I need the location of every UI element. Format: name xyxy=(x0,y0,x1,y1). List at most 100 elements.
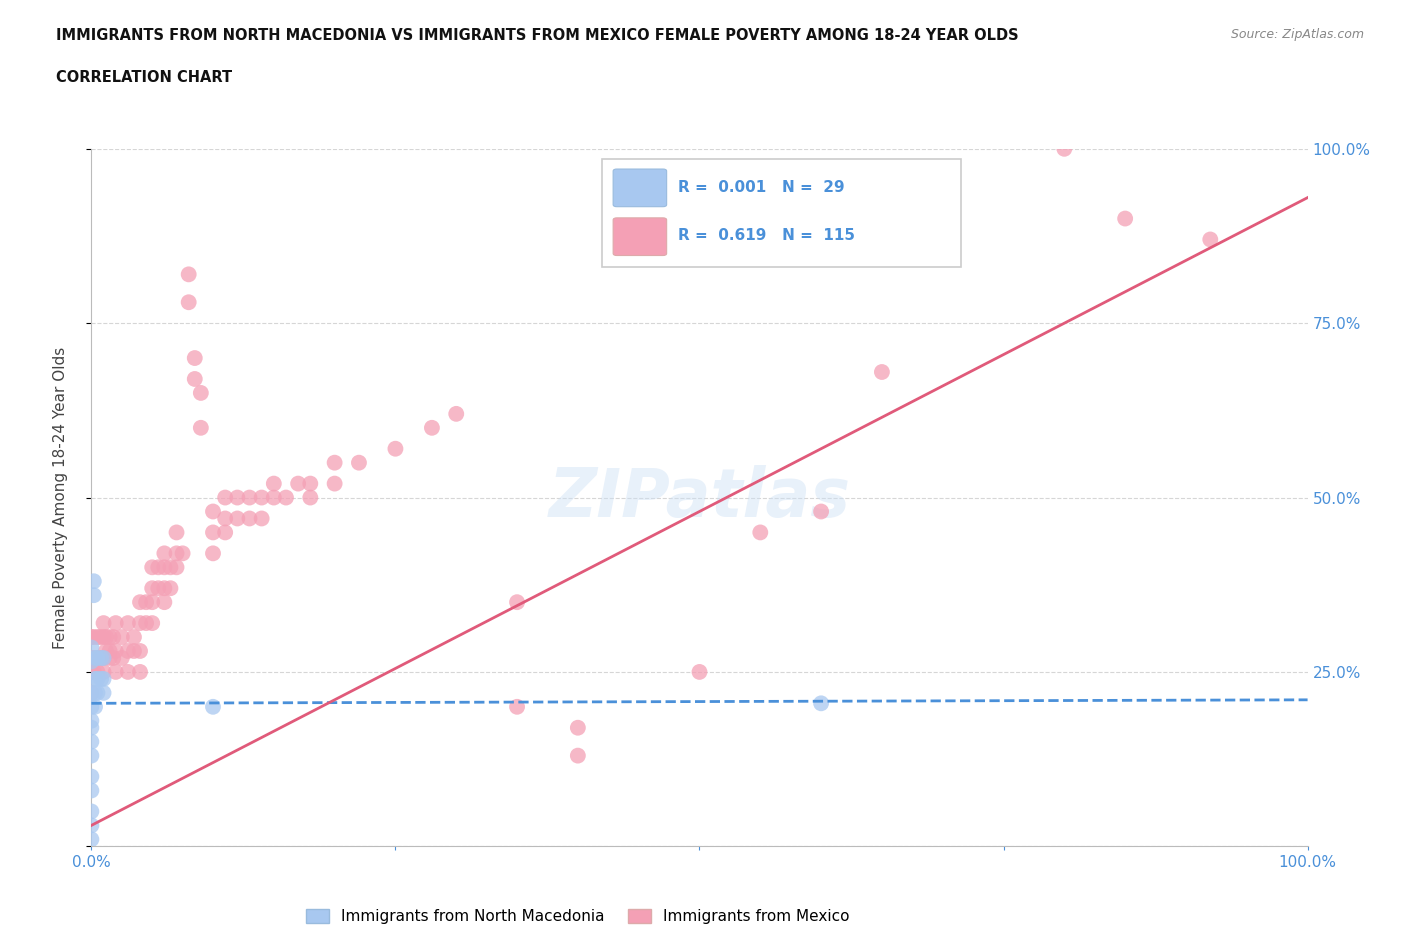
Point xyxy=(184,351,207,365)
Point xyxy=(80,748,103,763)
Point xyxy=(117,616,139,631)
Point xyxy=(86,630,108,644)
Point xyxy=(159,580,181,596)
Point xyxy=(153,560,176,575)
Point xyxy=(141,616,163,631)
Point xyxy=(148,560,170,575)
Point xyxy=(135,595,157,610)
Point xyxy=(104,616,127,631)
Point xyxy=(159,560,181,575)
Point xyxy=(190,386,212,401)
Point xyxy=(444,406,467,421)
Point xyxy=(184,371,207,387)
Point xyxy=(141,560,163,575)
Point xyxy=(103,651,125,666)
Point xyxy=(80,713,103,728)
Point xyxy=(117,644,139,658)
Point xyxy=(80,783,103,798)
Point xyxy=(506,699,529,714)
Point xyxy=(177,267,200,282)
Point xyxy=(810,504,832,519)
Point xyxy=(263,476,285,491)
Point xyxy=(1199,232,1222,247)
Point xyxy=(122,644,145,658)
Point xyxy=(104,644,127,658)
Point xyxy=(190,420,212,435)
Point xyxy=(214,512,236,526)
Point xyxy=(141,580,163,596)
Point xyxy=(90,651,112,666)
Point xyxy=(111,651,134,666)
Point xyxy=(1053,141,1076,156)
FancyBboxPatch shape xyxy=(613,169,666,206)
Point xyxy=(384,442,406,457)
Point xyxy=(84,671,107,686)
Point xyxy=(86,651,108,666)
Point xyxy=(93,616,115,631)
Point xyxy=(688,665,710,680)
Point xyxy=(166,546,188,561)
Point xyxy=(263,490,285,505)
Point xyxy=(274,490,297,505)
Point xyxy=(98,630,121,644)
Point xyxy=(93,671,115,686)
Point xyxy=(98,651,121,666)
Point xyxy=(129,616,152,631)
Point xyxy=(80,640,103,655)
Point xyxy=(250,490,273,505)
Point xyxy=(202,699,225,714)
Point xyxy=(80,699,103,714)
Point xyxy=(83,574,105,589)
Text: R =  0.001   N =  29: R = 0.001 N = 29 xyxy=(678,179,844,194)
Point xyxy=(177,295,200,310)
Text: CORRELATION CHART: CORRELATION CHART xyxy=(56,70,232,85)
Point xyxy=(84,685,107,700)
Point xyxy=(83,651,105,666)
Point xyxy=(202,525,225,540)
Point xyxy=(94,630,117,644)
Point xyxy=(83,665,105,680)
Point xyxy=(80,685,103,700)
Point xyxy=(135,616,157,631)
Point xyxy=(202,546,225,561)
Point xyxy=(80,818,103,833)
Point xyxy=(567,721,589,736)
Point xyxy=(80,832,103,847)
Point xyxy=(111,630,134,644)
Point xyxy=(86,671,108,686)
Point xyxy=(89,630,111,644)
Text: R =  0.619   N =  115: R = 0.619 N = 115 xyxy=(678,229,855,244)
Point xyxy=(202,504,225,519)
Point xyxy=(172,546,194,561)
Point xyxy=(80,654,103,669)
Text: Source: ZipAtlas.com: Source: ZipAtlas.com xyxy=(1230,28,1364,41)
Point xyxy=(80,804,103,819)
Point xyxy=(567,748,589,763)
Point xyxy=(94,644,117,658)
Point xyxy=(129,665,152,680)
Point xyxy=(238,490,260,505)
Point xyxy=(810,696,832,711)
Point xyxy=(166,560,188,575)
Point xyxy=(80,735,103,750)
Point xyxy=(214,490,236,505)
Point xyxy=(90,671,112,686)
Point xyxy=(148,580,170,596)
Point xyxy=(83,630,105,644)
Point xyxy=(84,651,107,666)
Point xyxy=(80,651,103,666)
Point xyxy=(287,476,309,491)
Point xyxy=(84,699,107,714)
Point xyxy=(93,651,115,666)
Point xyxy=(80,665,103,680)
Point xyxy=(80,721,103,736)
Point xyxy=(214,525,236,540)
Point xyxy=(166,525,188,540)
Point xyxy=(506,595,529,610)
Text: IMMIGRANTS FROM NORTH MACEDONIA VS IMMIGRANTS FROM MEXICO FEMALE POVERTY AMONG 1: IMMIGRANTS FROM NORTH MACEDONIA VS IMMIG… xyxy=(56,28,1019,43)
FancyBboxPatch shape xyxy=(613,218,666,256)
Point xyxy=(86,685,108,700)
Point xyxy=(117,665,139,680)
Point xyxy=(104,665,127,680)
Point xyxy=(420,420,443,435)
